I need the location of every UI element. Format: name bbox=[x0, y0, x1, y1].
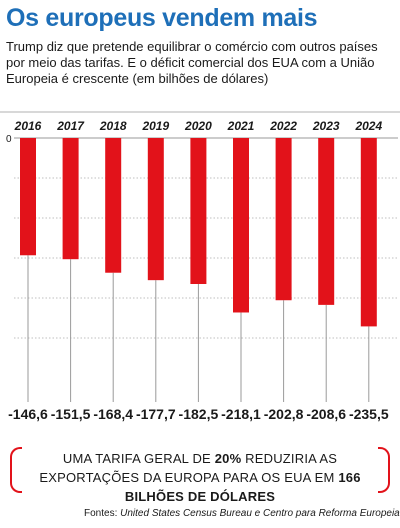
source-prefix: Fontes: bbox=[84, 508, 121, 519]
zero-tick-label: 0 bbox=[6, 134, 12, 145]
year-label-2023: 2023 bbox=[312, 119, 340, 133]
value-label-2023: -208,6 bbox=[306, 406, 346, 422]
year-label-2018: 2018 bbox=[99, 119, 127, 133]
callout-text: UMA TARIFA GERAL DE 20% REDUZIRIA AS EXP… bbox=[28, 449, 372, 506]
callout-part1: UMA TARIFA GERAL DE bbox=[62, 451, 215, 466]
bar-2021 bbox=[233, 138, 249, 313]
bars bbox=[20, 138, 377, 327]
chart-subtitle: Trump diz que pretende equilibrar o comé… bbox=[6, 39, 378, 86]
bar-2020 bbox=[190, 138, 207, 284]
value-label-2020: -182,5 bbox=[179, 406, 219, 422]
source-text: United States Census Bureau e Centro par… bbox=[120, 508, 400, 519]
year-label-2020: 2020 bbox=[184, 119, 212, 133]
source-note: Fontes: United States Census Bureau e Ce… bbox=[84, 508, 400, 519]
value-label-2017: -151,5 bbox=[51, 406, 91, 422]
year-label-2016: 2016 bbox=[14, 119, 42, 133]
value-label-2019: -177,7 bbox=[136, 406, 176, 422]
value-label-2022: -202,8 bbox=[264, 406, 304, 422]
bar-2023 bbox=[318, 138, 335, 305]
tariff-callout: UMA TARIFA GERAL DE 20% REDUZIRIA AS EXP… bbox=[10, 447, 390, 504]
value-label-2016: -146,6 bbox=[8, 406, 48, 422]
callout-left-bracket bbox=[10, 447, 22, 493]
year-label-2022: 2022 bbox=[269, 119, 297, 133]
bar-2024 bbox=[360, 138, 377, 327]
bar-2022 bbox=[275, 138, 292, 301]
value-label-2024: -235,5 bbox=[349, 406, 389, 422]
chart-title: Os europeus vendem mais bbox=[6, 4, 318, 32]
year-label-2019: 2019 bbox=[141, 119, 169, 133]
bar-2019 bbox=[147, 138, 164, 281]
bar-2018 bbox=[105, 138, 122, 273]
callout-highlight-percent: 20% bbox=[214, 451, 242, 466]
value-label-2018: -168,4 bbox=[93, 406, 133, 422]
year-label-2021: 2021 bbox=[227, 119, 255, 133]
year-label-2024: 2024 bbox=[354, 119, 382, 133]
year-label-2017: 2017 bbox=[56, 119, 85, 133]
callout-right-bracket bbox=[378, 447, 390, 493]
callout-part2: REDUZIRIA AS EXPORTAÇÕES DA EUROPA PARA … bbox=[39, 451, 339, 485]
callout-highlight-amount: 166 BILHÕES DE DÓLARES bbox=[124, 470, 361, 504]
bar-2016 bbox=[20, 138, 36, 256]
value-label-2021: -218,1 bbox=[221, 406, 261, 422]
bar-2017 bbox=[62, 138, 79, 260]
